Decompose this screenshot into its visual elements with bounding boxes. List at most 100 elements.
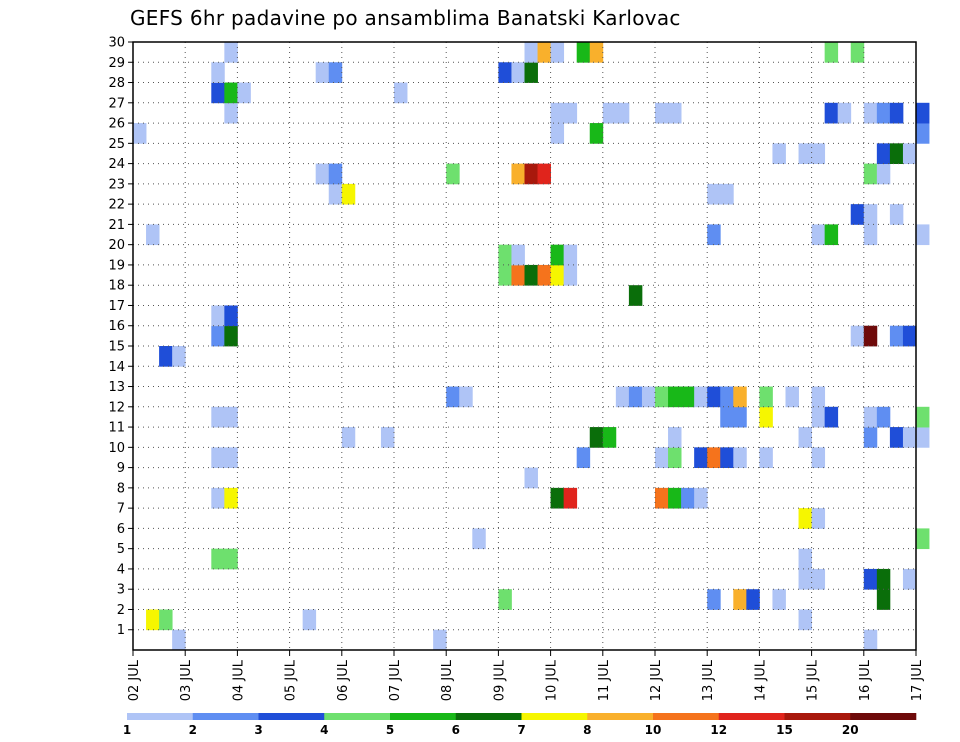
heatmap-cell (837, 102, 852, 124)
heatmap-cell (694, 487, 708, 509)
heatmap-cell (811, 508, 826, 529)
heatmap-cell (759, 447, 773, 468)
heatmap-cell (759, 386, 773, 408)
heatmap-cell (733, 589, 747, 610)
heatmap-cell (328, 163, 343, 185)
heatmap-cell (537, 163, 551, 185)
x-tick-label: 14 JUL (753, 659, 768, 701)
y-tick-label: 21 (108, 218, 125, 233)
heatmap-cell (211, 406, 225, 428)
x-tick-label: 04 JUL (231, 659, 246, 701)
heatmap-cell (133, 123, 147, 144)
heatmap-cell (694, 386, 708, 408)
heatmap-cell (798, 427, 812, 448)
x-tick-label: 11 JUL (597, 659, 612, 701)
heatmap-cell (511, 62, 525, 83)
heatmap-cell (863, 325, 878, 347)
y-tick-label: 12 (108, 400, 125, 415)
y-tick-label: 18 (108, 279, 125, 294)
heatmap-cell (524, 467, 538, 489)
heatmap-cell (576, 447, 591, 468)
heatmap-cell (876, 568, 891, 590)
y-tick-label: 28 (108, 76, 125, 91)
heatmap-cell (707, 386, 721, 408)
y-tick-label: 15 (108, 340, 125, 355)
heatmap-cell (524, 264, 538, 286)
heatmap-cell (681, 487, 695, 509)
heatmap-cell (811, 143, 826, 164)
heatmap-cell (302, 609, 317, 631)
x-tick-label: 10 JUL (545, 659, 560, 701)
heatmap-cell (446, 386, 460, 408)
heatmap-cell (902, 143, 917, 164)
heatmap-cell (876, 102, 891, 124)
x-tick-label: 09 JUL (492, 659, 507, 701)
heatmap-cell (733, 447, 747, 468)
heatmap-cell (707, 447, 721, 468)
heatmap-cell (211, 325, 225, 347)
heatmap-cell (159, 346, 173, 367)
colorbar-label: 3 (254, 723, 262, 737)
x-tick-label: 12 JUL (649, 659, 664, 701)
y-tick-label: 25 (108, 137, 125, 152)
heatmap-cell (146, 224, 160, 246)
heatmap-cell (211, 487, 225, 509)
heatmap-cell (550, 244, 565, 266)
y-tick-label: 8 (117, 481, 125, 496)
x-tick-label: 08 JUL (440, 659, 455, 701)
y-tick-label: 1 (117, 623, 125, 638)
colorbar-swatch (390, 713, 457, 720)
heatmap-cell (655, 102, 669, 124)
heatmap-cell (498, 264, 512, 286)
heatmap-cell (459, 386, 473, 408)
heatmap-cell (863, 568, 878, 590)
heatmap-cell (824, 42, 839, 63)
colorbar-label: 8 (583, 723, 591, 737)
heatmap-cell (916, 123, 930, 144)
heatmap-cell (433, 629, 447, 651)
heatmap-cell (668, 447, 682, 468)
heatmap-cell (733, 386, 747, 408)
colorbar-swatch (587, 713, 654, 720)
heatmap-cell (876, 589, 891, 610)
x-tick-label: 03 JUL (179, 659, 194, 701)
heatmap-cell (850, 325, 865, 347)
heatmap-cell (328, 62, 343, 83)
heatmap-cell (746, 589, 760, 610)
heatmap-cell (550, 123, 565, 144)
heatmap-cell (811, 386, 826, 408)
heatmap-cell (811, 406, 826, 428)
heatmap-cell (668, 427, 682, 448)
heatmap-cell (589, 42, 604, 63)
heatmap-cell (628, 386, 643, 408)
colorbar-swatch (324, 713, 391, 720)
heatmap-cell (576, 42, 591, 63)
heatmap-cell (498, 589, 512, 610)
heatmap-cell (694, 447, 708, 468)
heatmap-cell (615, 102, 630, 124)
y-tick-label: 24 (108, 157, 125, 172)
heatmap-cell (785, 386, 799, 408)
heatmap-cell (472, 528, 486, 550)
heatmap-cell (563, 102, 578, 124)
y-tick-label: 9 (117, 461, 125, 476)
heatmap-cell (707, 224, 721, 246)
heatmap-cell (394, 82, 408, 104)
heatmap-cell (224, 487, 238, 509)
heatmap-cell (668, 102, 682, 124)
colorbar-label: 2 (189, 723, 197, 737)
heatmap-cell (863, 629, 878, 651)
heatmap-cell (511, 163, 525, 185)
heatmap-cell (211, 305, 225, 327)
heatmap-cell (811, 447, 826, 468)
y-tick-label: 2 (117, 603, 125, 618)
heatmap-cell (537, 42, 551, 63)
chart-title: GEFS 6hr padavine po ansamblima Banatski… (130, 6, 681, 30)
heatmap-cell (863, 427, 878, 448)
y-tick-label: 30 (108, 36, 125, 51)
colorbar-label: 10 (645, 723, 662, 737)
colorbar-swatch (653, 713, 720, 720)
heatmap-cell (224, 447, 238, 468)
